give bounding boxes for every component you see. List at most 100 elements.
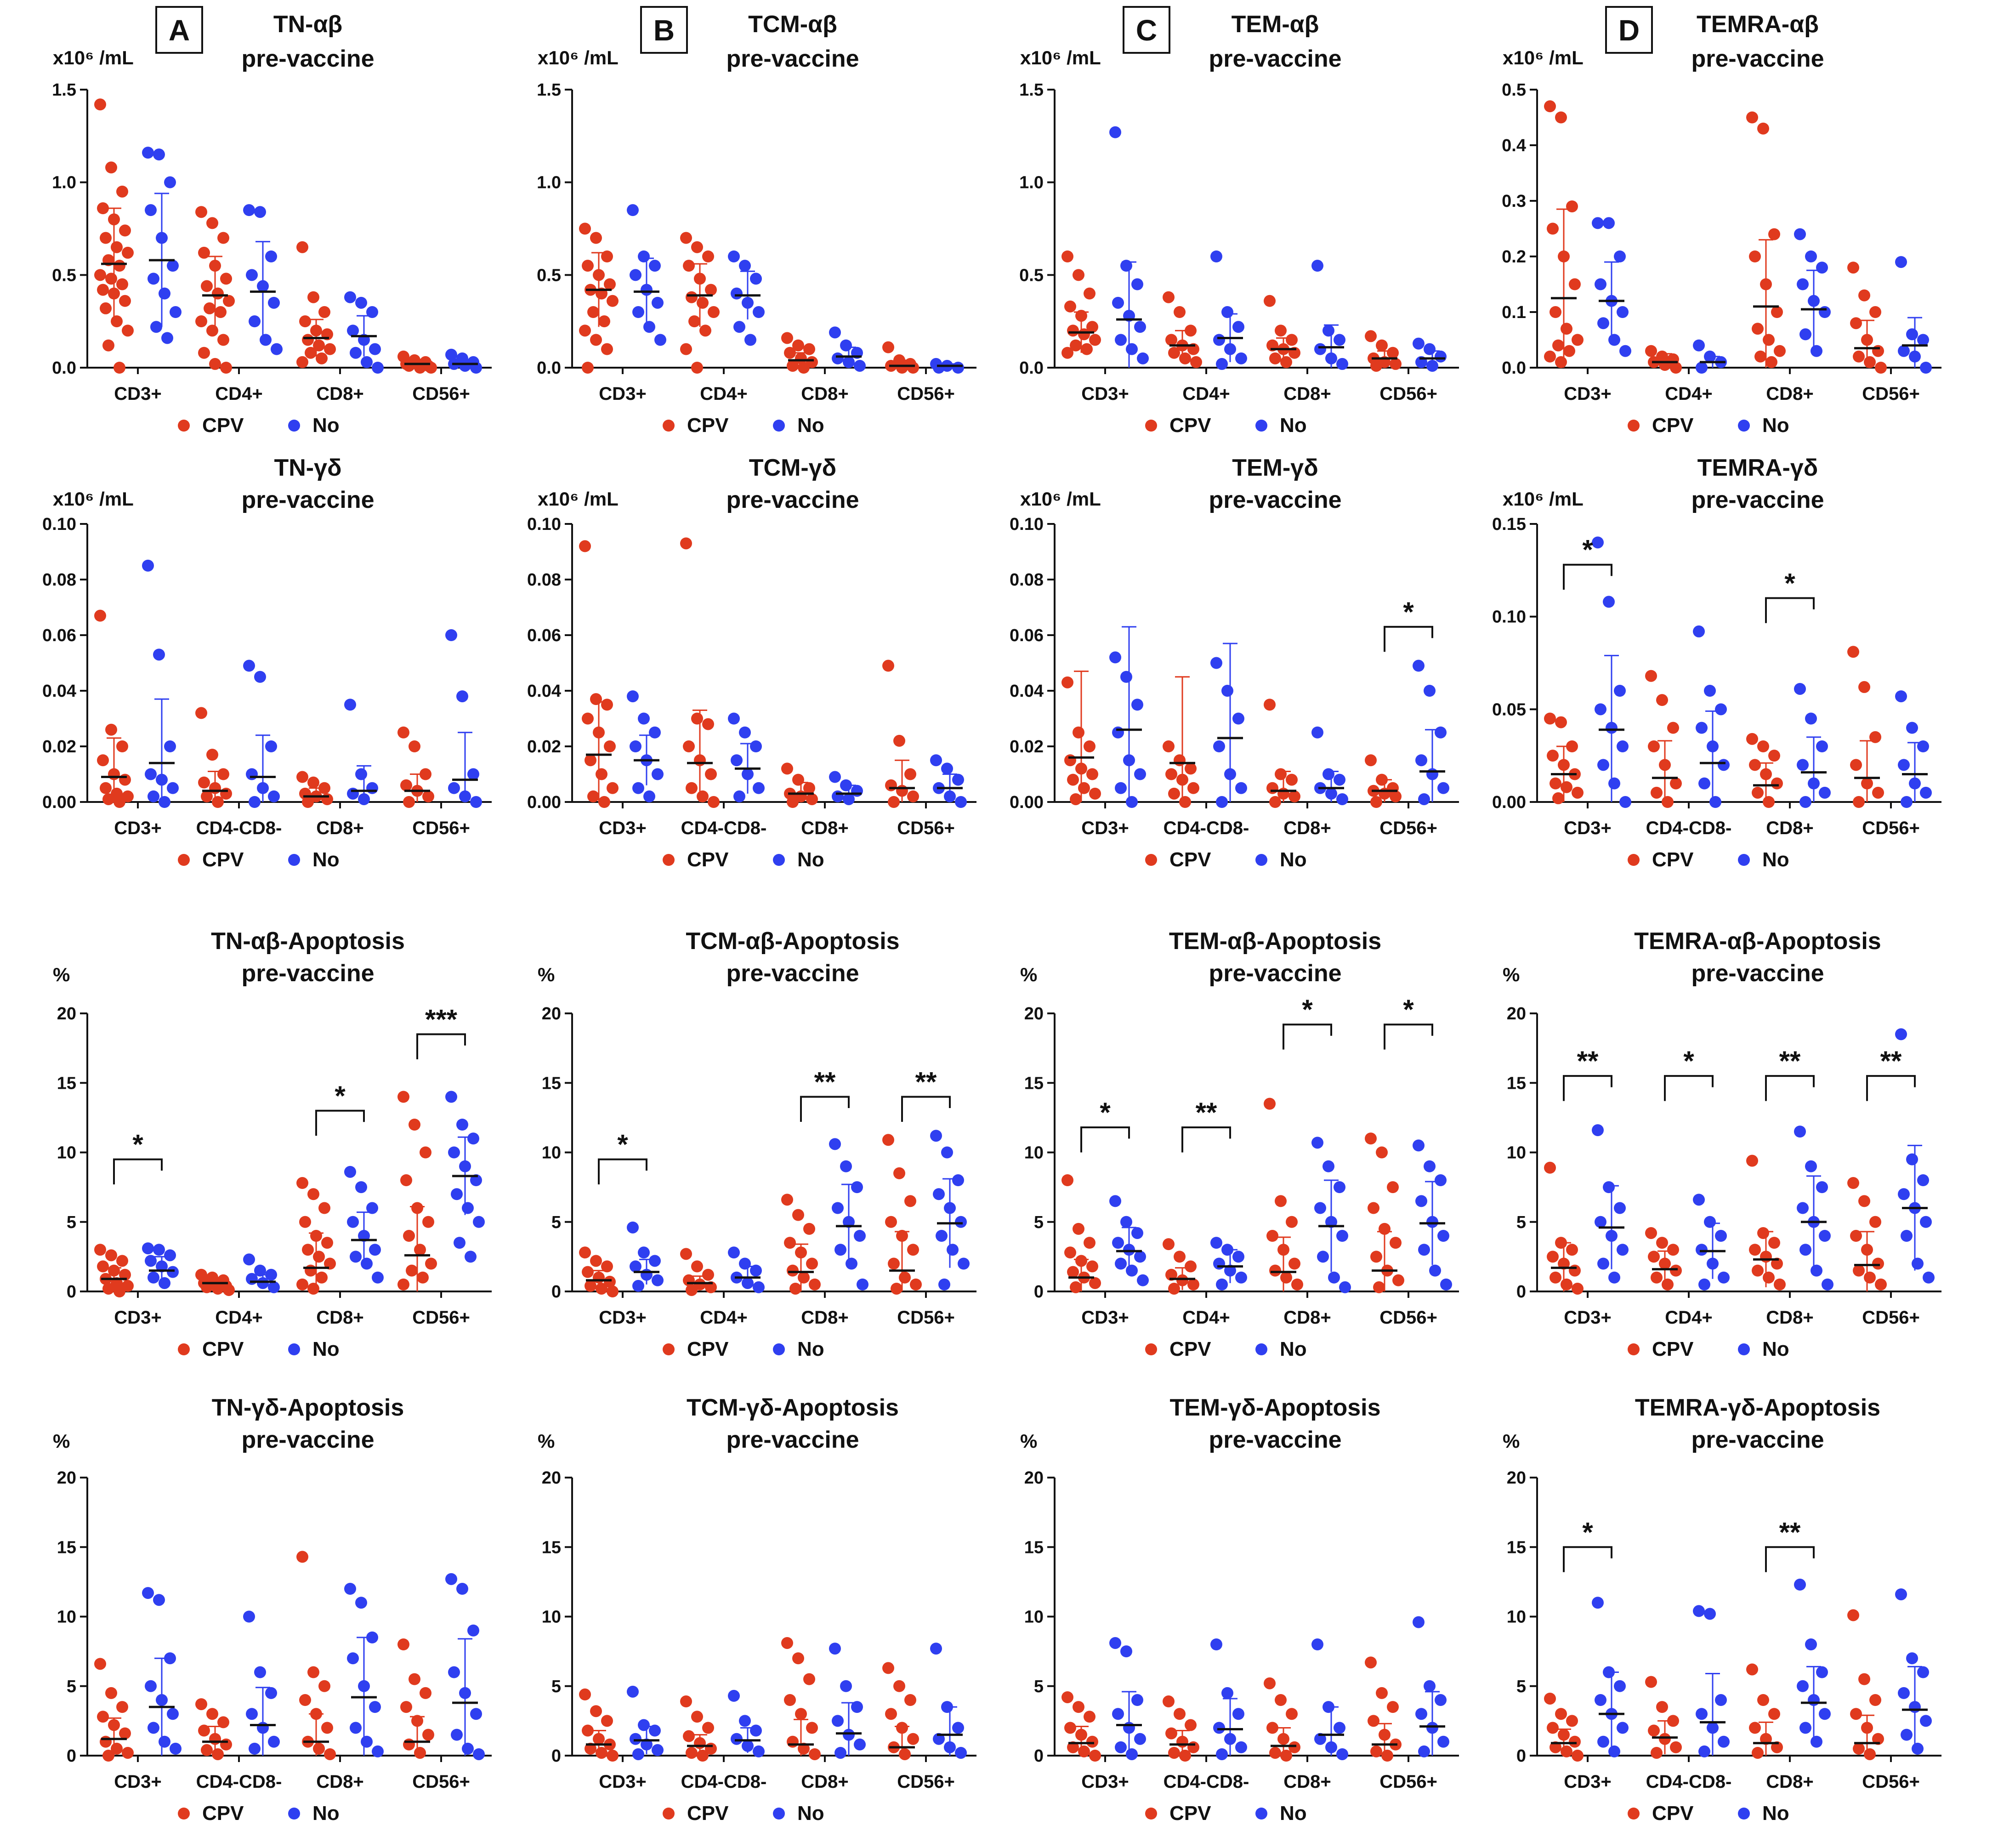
data-point	[1816, 262, 1828, 274]
data-point	[590, 693, 602, 705]
data-point	[1799, 328, 1811, 341]
data-point	[467, 768, 479, 780]
x-category-label: CD8+	[316, 818, 363, 838]
y-tick-label: 0.08	[42, 570, 76, 590]
data-point	[1112, 296, 1124, 309]
data-point	[1163, 1695, 1175, 1708]
data-point	[787, 359, 799, 372]
data-point	[1752, 1264, 1764, 1277]
x-category-label: CD8+	[1766, 1308, 1813, 1328]
data-point	[1566, 1715, 1578, 1727]
data-point	[930, 1643, 942, 1655]
data-point	[465, 1251, 477, 1263]
data-point	[1435, 1174, 1447, 1186]
data-point	[1920, 362, 1932, 374]
data-point	[930, 754, 942, 767]
data-point	[324, 343, 336, 355]
y-unit-label: %	[538, 964, 555, 985]
data-point	[1064, 300, 1076, 313]
x-category-label: CD56+	[1862, 818, 1920, 838]
data-point	[1165, 334, 1177, 346]
data-point	[1221, 1687, 1233, 1699]
data-point	[397, 726, 409, 739]
data-point	[201, 1744, 213, 1756]
data-point	[739, 260, 751, 272]
data-point	[119, 773, 131, 786]
data-point	[1232, 321, 1244, 333]
data-point	[350, 347, 362, 359]
legend-marker-cpv	[1628, 420, 1640, 432]
data-point	[1179, 352, 1191, 364]
significance-bracket	[113, 1158, 163, 1185]
data-point	[1765, 356, 1777, 368]
data-point	[753, 306, 765, 318]
data-point	[409, 740, 420, 752]
data-point	[579, 540, 591, 552]
data-point	[1334, 334, 1345, 346]
data-point	[1275, 1195, 1287, 1207]
data-point	[1187, 1278, 1199, 1291]
data-point	[798, 362, 810, 374]
data-point	[1413, 1139, 1425, 1152]
legend-marker-no	[1255, 1343, 1267, 1355]
data-point	[1370, 1251, 1382, 1263]
data-point	[318, 782, 330, 794]
data-point	[904, 1195, 916, 1207]
data-point	[795, 1708, 807, 1720]
data-point	[1895, 256, 1907, 268]
data-point	[1165, 768, 1177, 780]
data-point	[1752, 323, 1764, 335]
data-point	[302, 1244, 314, 1256]
data-point	[899, 1748, 911, 1760]
data-point	[206, 1708, 218, 1720]
x-category-label: CD4-CD8-	[681, 1772, 767, 1792]
y-tick-label: 1.0	[537, 173, 561, 193]
data-point	[1608, 1271, 1620, 1284]
y-tick-label: 15	[1024, 1074, 1044, 1093]
data-point	[1872, 786, 1884, 799]
data-point	[1822, 1278, 1833, 1291]
data-point	[1334, 1181, 1345, 1194]
data-point	[933, 1733, 945, 1745]
data-point	[254, 1666, 266, 1678]
data-point	[1595, 278, 1606, 290]
data-point	[632, 306, 644, 318]
x-category-label: CD3+	[1564, 1308, 1611, 1328]
data-point	[1651, 786, 1663, 799]
data-point	[321, 1722, 333, 1734]
data-point	[1126, 343, 1138, 355]
data-point	[397, 1091, 409, 1103]
data-point	[1869, 306, 1881, 318]
panel-15: TEM-γδ-Apoptosis pre-vaccine% 0 5 10 15 20 CD3+…	[1020, 1394, 1459, 1825]
legend-label-no: No	[797, 1802, 824, 1825]
data-point	[792, 773, 804, 786]
data-point	[451, 1188, 463, 1200]
data-point	[1572, 1750, 1584, 1762]
y-tick-label: 5	[67, 1677, 76, 1696]
legend-marker-cpv	[1145, 1343, 1157, 1355]
x-category-label: CD8+	[801, 1772, 848, 1792]
data-point	[1089, 1277, 1101, 1289]
x-category-label: CD8+	[801, 384, 848, 404]
data-point	[607, 1750, 619, 1762]
data-point	[1752, 786, 1764, 799]
data-point	[680, 343, 692, 355]
data-point	[265, 250, 277, 262]
data-point	[607, 782, 619, 794]
data-point	[1920, 1715, 1932, 1727]
data-point	[1608, 334, 1620, 346]
significance-bracket	[1384, 625, 1433, 652]
data-point	[296, 771, 308, 783]
data-point	[249, 796, 261, 808]
data-point	[590, 1705, 602, 1717]
y-tick-label: 10	[1024, 1143, 1044, 1163]
legend-marker-no	[773, 420, 785, 432]
data-point	[1115, 334, 1127, 346]
data-point	[604, 1275, 616, 1288]
data-point	[1698, 1278, 1710, 1291]
data-point	[846, 1257, 857, 1270]
data-point	[307, 1666, 319, 1678]
data-point	[1917, 740, 1929, 752]
data-point	[933, 1188, 945, 1200]
data-point	[1869, 1694, 1881, 1706]
